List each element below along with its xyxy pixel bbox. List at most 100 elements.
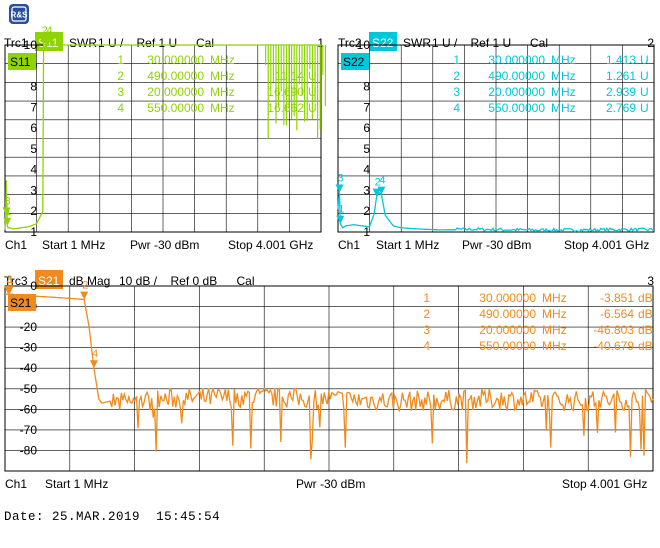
marker-frequency: 550.00000 bbox=[479, 339, 536, 353]
marker-number: 3 bbox=[117, 85, 124, 99]
marker-unit: MHz bbox=[542, 291, 567, 305]
window-number: 3 bbox=[647, 274, 654, 288]
y-tick-label: 8 bbox=[363, 80, 370, 94]
format-label: SWR bbox=[69, 36, 97, 50]
marker-triangle-label: 1 bbox=[8, 274, 14, 286]
marker-frequency: 30.000000 bbox=[147, 53, 204, 67]
channel-label: Ch1 bbox=[5, 238, 27, 252]
marker-value: 16.690 bbox=[267, 85, 304, 99]
marker-unit: MHz bbox=[551, 53, 576, 67]
window-number: 1 bbox=[317, 36, 324, 50]
trace-marker-label: S22 bbox=[343, 55, 365, 69]
y-tick-label: 3 bbox=[363, 183, 370, 197]
marker-value-unit: dB bbox=[638, 307, 653, 321]
marker-triangle bbox=[335, 184, 344, 193]
marker-value: 2.939 bbox=[606, 85, 636, 99]
y-tick-label: -30 bbox=[20, 341, 38, 355]
marker-triangle-label: 4 bbox=[46, 25, 52, 37]
marker-triangle-label: 2 bbox=[375, 177, 381, 189]
y-tick-label: 10 bbox=[24, 38, 38, 52]
marker-unit: MHz bbox=[551, 85, 576, 99]
marker-frequency: 490.00000 bbox=[479, 307, 536, 321]
date-value: 25.MAR.2019 bbox=[52, 510, 141, 524]
cal-label: Cal bbox=[530, 36, 548, 50]
y-tick-label: 4 bbox=[363, 163, 370, 177]
marker-number: 2 bbox=[117, 69, 124, 83]
trace-marker-box bbox=[8, 53, 36, 70]
marker-unit: MHz bbox=[210, 101, 235, 115]
y-tick-label: -80 bbox=[20, 443, 38, 457]
y-tick-label: -20 bbox=[20, 320, 38, 334]
stop-frequency: Stop 4.001 GHz bbox=[564, 238, 649, 252]
marker-triangle-label: 3 bbox=[338, 173, 344, 185]
trace-line bbox=[337, 191, 654, 233]
marker-number: 1 bbox=[423, 291, 430, 305]
marker-triangle bbox=[3, 217, 12, 226]
marker-value-unit: dB bbox=[638, 291, 653, 305]
marker-number: 4 bbox=[453, 101, 460, 115]
marker-triangle bbox=[44, 37, 53, 45]
marker-triangle-label: 2 bbox=[42, 25, 48, 37]
marker-frequency: 550.00000 bbox=[147, 101, 204, 115]
rohde-schwarz-logo: R&S bbox=[9, 4, 29, 24]
marker-unit: MHz bbox=[210, 53, 235, 67]
marker-number: 4 bbox=[423, 339, 430, 353]
marker-frequency: 490.00000 bbox=[488, 69, 545, 83]
source-power: Pwr -30 dBm bbox=[296, 477, 365, 491]
y-tick-label: 8 bbox=[30, 80, 37, 94]
marker-triangle bbox=[336, 215, 345, 224]
date-label: Date: bbox=[4, 510, 45, 524]
marker-value-unit: U bbox=[640, 101, 649, 115]
channel-label: Ch1 bbox=[338, 238, 360, 252]
scale-label: 10 dB / bbox=[119, 274, 158, 288]
marker-unit: MHz bbox=[210, 85, 235, 99]
format-label: SWR bbox=[403, 36, 431, 50]
marker-value: 1.413 bbox=[606, 53, 636, 67]
trace-name: Trc1 bbox=[4, 36, 28, 50]
window-number: 2 bbox=[647, 36, 654, 50]
marker-triangle-label: 4 bbox=[379, 175, 385, 187]
cal-label: Cal bbox=[196, 36, 214, 50]
marker-frequency: 30.000000 bbox=[479, 291, 536, 305]
marker-triangle bbox=[372, 188, 381, 197]
param-badge bbox=[35, 270, 63, 289]
marker-frequency: 30.000000 bbox=[488, 53, 545, 67]
y-tick-label: 5 bbox=[30, 142, 37, 156]
marker-number: 2 bbox=[423, 307, 430, 321]
marker-frequency: 20.000000 bbox=[488, 85, 545, 99]
scale-label: 1 U / bbox=[432, 36, 458, 50]
y-tick-label: 7 bbox=[30, 100, 37, 114]
trace-marker-label: S21 bbox=[10, 296, 32, 310]
trace-line bbox=[5, 293, 654, 464]
timestamp: Date: 25.MAR.2019 15:45:54 bbox=[4, 510, 220, 524]
marker-value-unit: U bbox=[640, 53, 649, 67]
marker-triangle-label: 1 bbox=[5, 206, 11, 218]
y-tick-label: 1 bbox=[363, 225, 370, 239]
marker-unit: MHz bbox=[542, 323, 567, 337]
marker-value: 1.261 bbox=[606, 69, 636, 83]
ref-label: Ref 0 dB bbox=[171, 274, 218, 288]
marker-value: 16.662 bbox=[267, 101, 304, 115]
marker-triangle bbox=[80, 291, 89, 300]
marker-value: -3.851 bbox=[600, 291, 634, 305]
marker-value-unit: U bbox=[640, 69, 649, 83]
ref-label: Ref 1 U bbox=[471, 36, 512, 50]
marker-value-unit: dB bbox=[638, 339, 653, 353]
start-frequency: Start 1 MHz bbox=[376, 238, 439, 252]
param-label: S21 bbox=[38, 274, 60, 288]
y-tick-label: -70 bbox=[20, 423, 38, 437]
source-power: Pwr -30 dBm bbox=[462, 238, 531, 252]
marker-triangle bbox=[377, 186, 386, 195]
y-tick-label: 6 bbox=[363, 121, 370, 135]
trace-name: Trc2 bbox=[338, 36, 362, 50]
marker-number: 2 bbox=[453, 69, 460, 83]
marker-unit: MHz bbox=[210, 69, 235, 83]
marker-number: 1 bbox=[453, 53, 460, 67]
trace-name: Trc3 bbox=[4, 274, 28, 288]
y-tick-label: 3 bbox=[30, 183, 37, 197]
y-tick-label: 0 bbox=[30, 279, 37, 293]
y-tick-label: 1 bbox=[30, 225, 37, 239]
y-tick-label: 6 bbox=[30, 121, 37, 135]
marker-triangle-label: 1 bbox=[338, 204, 344, 216]
